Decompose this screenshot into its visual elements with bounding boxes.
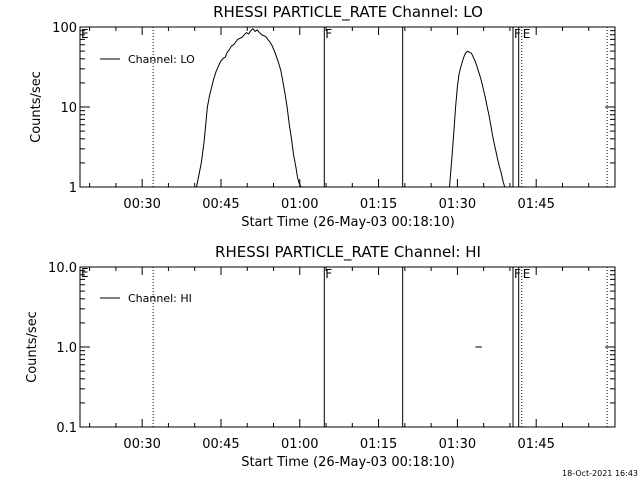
hi-axis-ticks: 00:30 00:45 01:00 01:15 01:30 01:45 0.1 1.0 10.0: [48, 261, 616, 452]
lo-data-series: [196, 28, 506, 188]
hi-chart-title: RHESSI PARTICLE_RATE Channel: HI: [215, 243, 481, 262]
lo-x-tick-label: 00:30: [123, 197, 160, 212]
lo-y-tick-label: 10: [60, 101, 77, 116]
lo-start-marker: E: [81, 27, 89, 41]
hi-flag-label: F: [325, 267, 332, 281]
lo-flag-label: F: [514, 27, 521, 41]
lo-flag-label: F: [325, 27, 332, 41]
hi-channel-panel: RHESSI PARTICLE_RATE Channel: HI Start T…: [25, 243, 616, 470]
lo-channel-panel: RHESSI PARTICLE_RATE Channel: LO Start T…: [29, 3, 616, 230]
hi-y-tick-label: 1.0: [56, 341, 77, 356]
hi-y-axis-label: Counts/sec: [25, 311, 40, 383]
lo-legend-label: Channel: LO: [128, 53, 195, 66]
hi-legend-label: Channel: HI: [128, 292, 192, 305]
lo-flag-label: E: [523, 27, 531, 41]
hi-y-tick-label: 10.0: [48, 261, 77, 276]
lo-series-line: [449, 50, 506, 188]
hi-x-axis-label: Start Time (26-May-03 00:18:10): [241, 455, 455, 470]
hi-x-tick-label: 01:30: [439, 437, 476, 452]
hi-x-tick-label: 01:45: [517, 437, 554, 452]
hi-x-tick-label: 01:15: [360, 437, 397, 452]
lo-x-tick-label: 01:30: [439, 197, 476, 212]
hi-x-tick-label: 00:30: [123, 437, 160, 452]
lo-x-tick-label: 01:45: [517, 197, 554, 212]
hi-flag-label: F: [514, 267, 521, 281]
lo-x-axis-label: Start Time (26-May-03 00:18:10): [241, 215, 455, 230]
lo-x-tick-label: 01:00: [281, 197, 318, 212]
lo-chart-title: RHESSI PARTICLE_RATE Channel: LO: [213, 3, 483, 22]
lo-series-line: [196, 28, 302, 188]
lo-x-tick-label: 01:15: [360, 197, 397, 212]
lo-y-tick-label: 100: [52, 21, 77, 36]
lo-y-axis-label: Counts/sec: [29, 71, 44, 143]
hi-y-tick-label: 0.1: [56, 421, 77, 436]
lo-axis-ticks: 00:30 00:45 01:00 01:15 01:30 01:45 1 10 100: [52, 21, 616, 212]
hi-flag-label: E: [523, 267, 531, 281]
hi-x-tick-label: 01:00: [281, 437, 318, 452]
lo-y-tick-label: 1: [69, 181, 77, 196]
hi-start-marker: E: [81, 266, 89, 280]
lo-x-tick-label: 00:45: [202, 197, 239, 212]
figure-timestamp: 18-Oct-2021 16:43: [562, 469, 638, 478]
hi-x-tick-label: 00:45: [202, 437, 239, 452]
